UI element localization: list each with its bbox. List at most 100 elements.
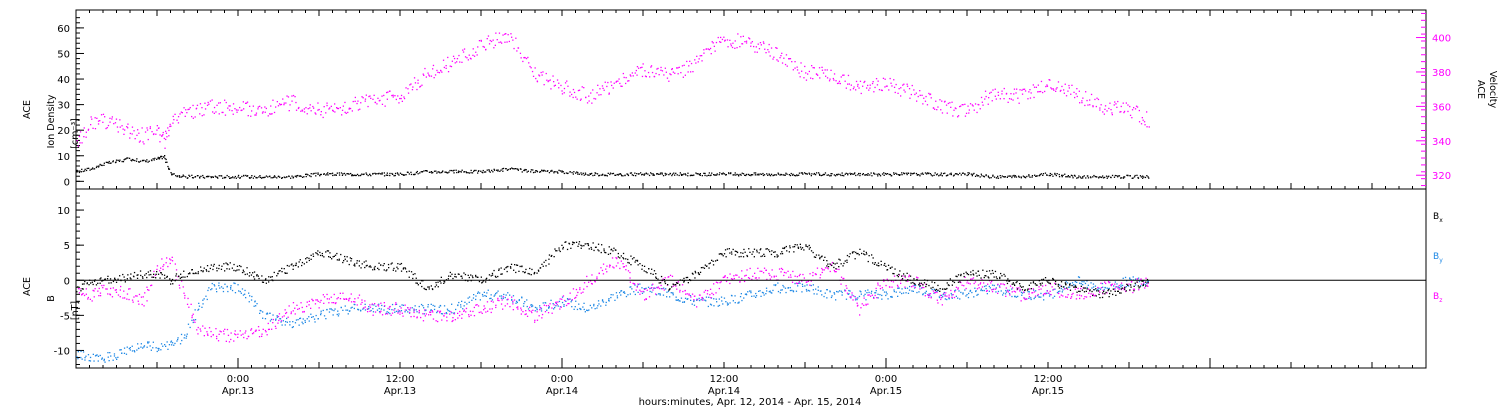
data-point (173, 119, 175, 121)
data-point (961, 172, 964, 174)
data-point (487, 289, 489, 291)
bottom-left-ylabel-line: B (46, 295, 57, 302)
data-point (496, 169, 498, 171)
data-point (660, 284, 662, 287)
data-point (382, 264, 384, 267)
data-point (447, 71, 450, 73)
data-point (583, 174, 585, 176)
data-point (1033, 291, 1036, 293)
data-point (667, 290, 670, 293)
data-point (1146, 175, 1148, 177)
data-point (243, 174, 245, 177)
data-point (1042, 295, 1045, 297)
data-point (422, 305, 424, 307)
data-point (808, 244, 810, 247)
data-point (235, 177, 237, 179)
data-point (472, 310, 474, 313)
data-point (219, 102, 221, 104)
data-point (759, 290, 761, 292)
data-point (1060, 294, 1062, 296)
data-point (482, 45, 484, 48)
data-point (167, 165, 169, 168)
data-point (649, 288, 651, 290)
data-point (435, 320, 437, 322)
data-point (604, 81, 606, 83)
data-point (521, 171, 523, 173)
data-point (583, 308, 585, 311)
data-point (666, 77, 669, 79)
data-point (792, 69, 794, 71)
data-point (984, 90, 987, 92)
data-point (928, 296, 930, 299)
data-point (540, 310, 543, 312)
data-point (1052, 279, 1055, 281)
data-point (1080, 285, 1082, 287)
data-point (486, 38, 488, 40)
data-point (158, 347, 160, 350)
data-point (826, 289, 828, 291)
data-point (111, 118, 113, 120)
data-point (735, 274, 737, 276)
data-point (745, 42, 748, 44)
data-point (1116, 106, 1118, 108)
data-point (427, 306, 429, 308)
data-point (926, 104, 929, 106)
data-point (1111, 114, 1113, 116)
data-point (554, 84, 556, 86)
data-point (707, 174, 710, 176)
data-point (202, 299, 204, 301)
data-point (280, 321, 282, 323)
data-point (944, 100, 946, 102)
data-point (115, 357, 117, 359)
data-point (857, 85, 859, 87)
data-point (1051, 88, 1053, 90)
data-point (1106, 292, 1108, 294)
data-point (383, 172, 385, 174)
data-point (539, 171, 541, 173)
data-point (848, 83, 850, 85)
data-point (707, 290, 709, 292)
data-point (937, 284, 939, 287)
data-point (272, 318, 274, 321)
data-point (823, 269, 825, 271)
data-point (864, 174, 867, 176)
data-point (417, 82, 419, 84)
data-point (1127, 110, 1129, 113)
data-point (1093, 295, 1095, 297)
data-point (369, 306, 372, 308)
data-point (1036, 175, 1038, 177)
data-point (1147, 281, 1149, 284)
data-point (930, 287, 932, 289)
data-point (652, 174, 654, 176)
data-point (339, 298, 342, 300)
data-point (730, 45, 732, 47)
data-point (1054, 282, 1056, 285)
data-point (303, 311, 305, 313)
data-point (732, 174, 734, 176)
data-point (592, 174, 594, 177)
data-point (772, 58, 774, 60)
data-point (76, 171, 78, 173)
data-point (596, 173, 599, 175)
data-point (428, 286, 430, 288)
data-point (955, 173, 957, 175)
data-point (1104, 108, 1106, 110)
data-point (728, 248, 730, 250)
data-point (985, 288, 987, 290)
data-point (1064, 173, 1066, 175)
data-point (933, 292, 935, 294)
data-point (100, 277, 102, 279)
data-point (487, 35, 490, 37)
data-point (459, 310, 461, 313)
data-point (344, 111, 346, 113)
data-point (215, 176, 217, 178)
data-point (879, 175, 882, 177)
data-point (1024, 177, 1027, 179)
data-point (1089, 296, 1091, 298)
data-point (864, 293, 866, 295)
data-point (641, 292, 644, 294)
top-left-tick-label: 60 (57, 24, 70, 35)
data-point (1119, 292, 1121, 294)
data-point (744, 174, 746, 176)
data-point (323, 315, 326, 317)
